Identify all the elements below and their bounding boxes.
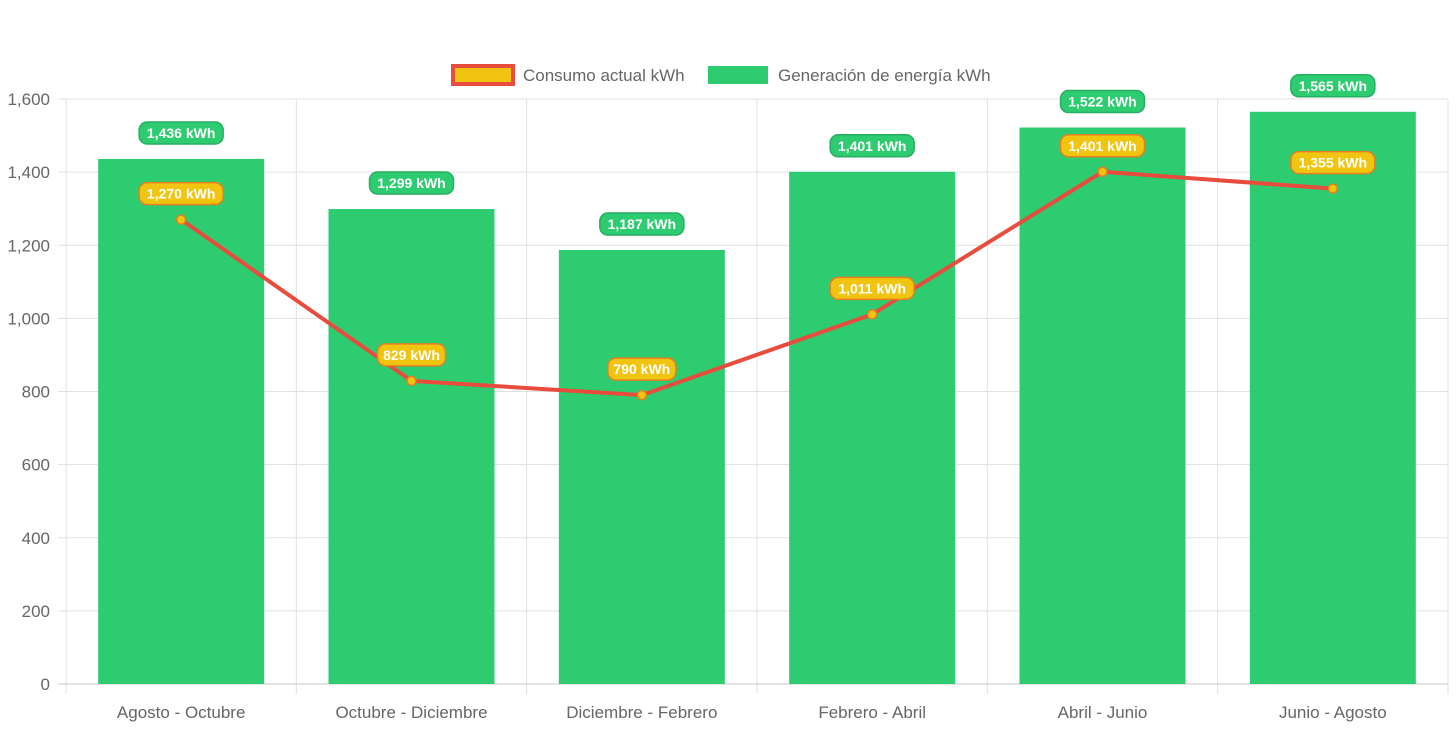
- line-value-label-bg: [376, 343, 447, 367]
- bar[interactable]: [1019, 127, 1186, 685]
- bar-value-label-bg: [368, 171, 455, 195]
- bar-value-label-text: 1,299 kWh: [377, 175, 445, 191]
- line-value-label-bg: [1059, 134, 1146, 158]
- y-tick-label: 1,400: [7, 163, 50, 182]
- bar-value-label: 1,565 kWh: [1290, 74, 1376, 98]
- y-tick-label: 1,000: [7, 309, 50, 328]
- bar[interactable]: [558, 250, 725, 685]
- data-labels: 1,436 kWh 1,299 kWh 1,187 kWh 1,401 kWh 1,52…: [138, 74, 1376, 381]
- bar-value-label: 1,522 kWh: [1059, 89, 1146, 114]
- bar-value-label: 1,401 kWh: [829, 134, 915, 158]
- bar-value-label: 1,187 kWh: [599, 212, 685, 236]
- x-tick-label: Octubre - Diciembre: [335, 703, 487, 722]
- line-value-label: 1,270 kWh: [138, 181, 224, 206]
- line-value-label: 790 kWh: [607, 357, 677, 381]
- x-tick-label: Diciembre - Febrero: [566, 703, 717, 722]
- line-value-label: 829 kWh: [376, 343, 447, 367]
- bar-value-label-text: 1,401 kWh: [838, 138, 906, 154]
- bar-value-label-bg: [138, 121, 224, 145]
- line-value-label-text: 1,401 kWh: [1068, 138, 1136, 154]
- line-point[interactable]: [175, 214, 187, 225]
- line-value-label-text: 790 kWh: [613, 361, 670, 377]
- legend-swatch-bar: [708, 66, 768, 84]
- legend-item-generacion[interactable]: Generación de energía kWh: [708, 66, 991, 85]
- bar-series: [98, 111, 1416, 685]
- line-value-label: 1,355 kWh: [1290, 150, 1376, 175]
- bar-value-label-bg: [599, 212, 685, 236]
- y-tick-label: 600: [22, 456, 50, 475]
- line-value-label-text: 1,355 kWh: [1299, 155, 1367, 171]
- y-tick-label: 1,600: [7, 90, 50, 109]
- bar-value-label: 1,299 kWh: [368, 171, 455, 195]
- bar-value-label-text: 1,436 kWh: [147, 125, 215, 141]
- line-point[interactable]: [636, 389, 648, 401]
- bar-value-label-bg: [829, 134, 915, 158]
- bar[interactable]: [98, 158, 265, 684]
- bar[interactable]: [328, 209, 495, 684]
- y-tick-label: 400: [22, 529, 50, 548]
- legend-item-consumo[interactable]: Consumo actual kWh: [451, 64, 685, 86]
- line-value-label: 1,401 kWh: [1059, 134, 1146, 158]
- line-value-label-bg: [1290, 150, 1376, 175]
- line-series: [175, 166, 1339, 401]
- line-value-label: 1,011 kWh: [829, 276, 915, 301]
- line-value-label-bg: [829, 276, 915, 301]
- x-axis: Agosto - Octubre Octubre - Diciembre Dicie…: [117, 703, 1387, 722]
- legend-label: Consumo actual kWh: [523, 66, 685, 85]
- bar[interactable]: [1249, 111, 1416, 684]
- grid-lines: [58, 98, 1449, 694]
- legend-swatch-line: [451, 64, 515, 86]
- line-value-label-text: 829 kWh: [383, 347, 440, 363]
- line-value-label-bg: [138, 181, 224, 206]
- line-path: [180, 169, 1333, 398]
- bar-value-label-text: 1,522 kWh: [1068, 94, 1136, 110]
- y-tick-label: 1,200: [7, 236, 50, 255]
- line-point[interactable]: [866, 309, 878, 320]
- line-point[interactable]: [1327, 183, 1339, 194]
- bar-value-label-bg: [1059, 89, 1146, 114]
- bar-value-label-bg: [1290, 74, 1376, 98]
- y-tick-label: 200: [22, 602, 50, 621]
- bar-value-label: 1,436 kWh: [138, 121, 224, 145]
- y-tick-label: 800: [22, 383, 50, 402]
- line-value-label-text: 1,011 kWh: [838, 280, 906, 296]
- line-value-label-text: 1,270 kWh: [147, 186, 215, 202]
- x-tick-label: Abril - Junio: [1058, 703, 1148, 722]
- bar[interactable]: [789, 171, 956, 684]
- line-point[interactable]: [406, 375, 417, 387]
- legend: Consumo actual kWh Generación de energía …: [451, 64, 991, 86]
- legend-label: Generación de energía kWh: [778, 66, 991, 85]
- line-value-label-bg: [607, 357, 677, 381]
- y-tick-label: 0: [41, 675, 50, 694]
- x-tick-label: Junio - Agosto: [1279, 703, 1387, 722]
- line-point[interactable]: [1097, 166, 1108, 178]
- bar-value-label-text: 1,565 kWh: [1299, 78, 1367, 94]
- x-tick-label: Febrero - Abril: [818, 703, 926, 722]
- y-axis: 0 200 400 600 800 1,000 1,200 1,400 1,600: [7, 90, 50, 694]
- x-tick-label: Agosto - Octubre: [117, 703, 246, 722]
- bar-value-label-text: 1,187 kWh: [608, 216, 676, 232]
